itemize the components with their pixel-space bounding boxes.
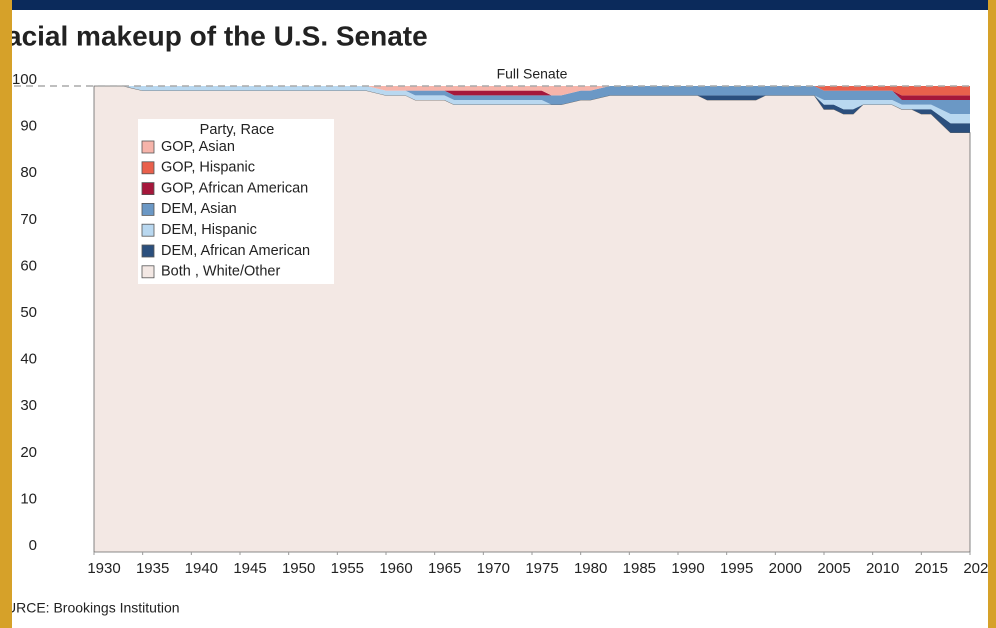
y-tick-label: 0 xyxy=(29,537,37,554)
legend-swatch xyxy=(141,202,155,216)
x-tick-label: 2005 xyxy=(817,560,850,577)
x-tick-label: 1960 xyxy=(379,560,412,577)
x-tick-label: 1945 xyxy=(233,560,266,577)
y-tick-label: 50 xyxy=(20,304,37,321)
y-tick-label: 40 xyxy=(20,351,37,368)
y-tick-label: 70 xyxy=(20,211,37,228)
legend-label: GOP, Hispanic xyxy=(161,160,255,176)
x-tick-label: 1990 xyxy=(671,560,704,577)
chart-title: acial makeup of the U.S. Senate xyxy=(6,20,428,51)
x-tick-label: 1985 xyxy=(623,560,656,577)
x-tick-label: 1965 xyxy=(428,560,461,577)
y-tick-label: 60 xyxy=(20,257,37,274)
y-tick-label: 80 xyxy=(20,164,37,181)
legend-swatch xyxy=(141,223,155,237)
area xyxy=(94,86,970,100)
x-tick-label: 1975 xyxy=(525,560,558,577)
legend-swatch xyxy=(141,140,155,154)
x-tick-label: 1995 xyxy=(720,560,753,577)
legend-label: GOP, African American xyxy=(161,180,308,196)
legend-label: GOP, Asian xyxy=(161,139,235,155)
legend-swatch xyxy=(141,161,155,175)
x-tick-label: 1955 xyxy=(331,560,364,577)
legend-label: Both , White/Other xyxy=(161,264,280,280)
area xyxy=(94,86,970,96)
area xyxy=(94,86,970,124)
x-tick-label: 2000 xyxy=(769,560,802,577)
x-tick-label: 1935 xyxy=(136,560,169,577)
y-tick-label: 30 xyxy=(20,397,37,414)
y-tick-label: 10 xyxy=(20,490,37,507)
legend-swatch xyxy=(141,265,155,279)
reference-label: Full Senate xyxy=(497,66,568,82)
y-tick-label: 90 xyxy=(20,118,37,135)
x-tick-label: 1930 xyxy=(87,560,120,577)
legend-label: DEM, Hispanic xyxy=(161,222,257,238)
x-tick-label: 1950 xyxy=(282,560,315,577)
x-tick-label: 1980 xyxy=(574,560,607,577)
legend-label: DEM, African American xyxy=(161,243,310,259)
area xyxy=(94,86,970,114)
x-tick-label: 2010 xyxy=(866,560,899,577)
x-tick-label: 1970 xyxy=(477,560,510,577)
x-tick-label: 2020 xyxy=(963,560,996,577)
legend-label: DEM, Asian xyxy=(161,201,237,217)
area xyxy=(94,86,970,133)
right-border xyxy=(988,0,996,628)
x-tick-label: 2015 xyxy=(915,560,948,577)
legend-box xyxy=(138,119,334,284)
area xyxy=(94,86,970,96)
source: URCE: Brookings Institution xyxy=(6,600,180,616)
y-tick-label: 100 xyxy=(12,71,37,88)
plot-area: Full Senate 0 10 20 30 40 50 60 70 80 90 100 1930 193… xyxy=(12,66,996,577)
x-tick-label: 1940 xyxy=(185,560,218,577)
legend-title: Party, Race xyxy=(200,122,275,138)
legend-swatch xyxy=(141,182,155,196)
legend-swatch xyxy=(141,244,155,258)
left-border xyxy=(0,0,12,628)
y-tick-label: 20 xyxy=(20,444,37,461)
top-bar xyxy=(0,0,996,10)
